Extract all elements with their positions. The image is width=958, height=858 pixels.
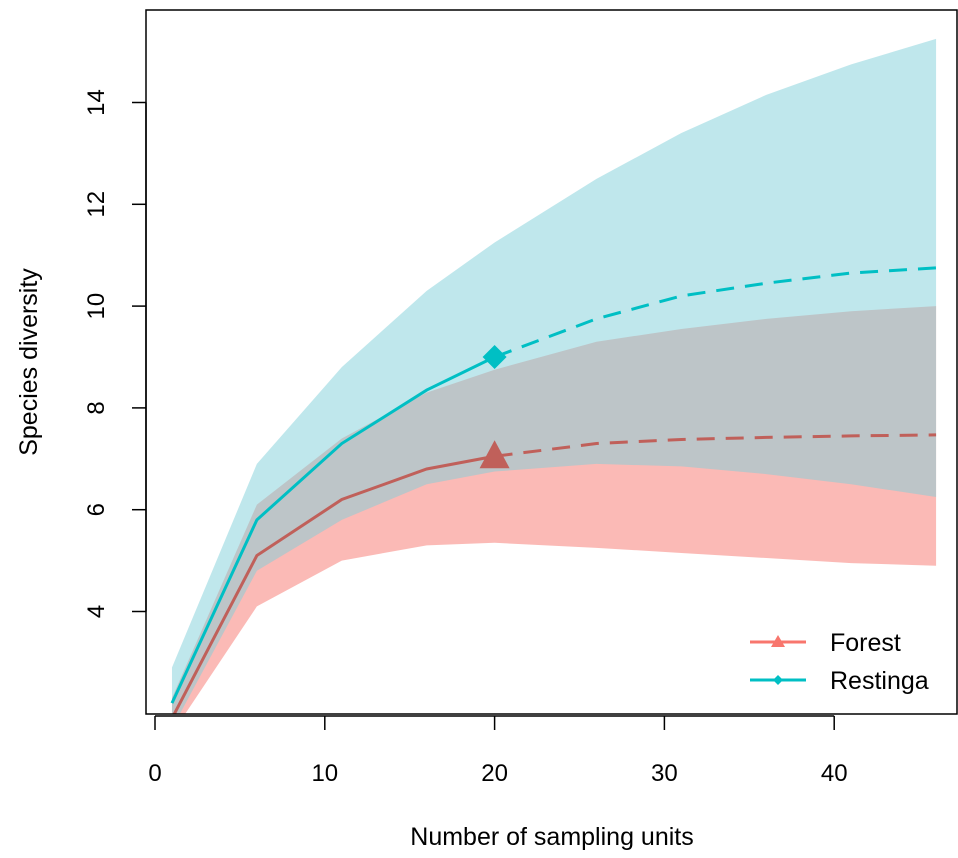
y-tick-label: 14 (83, 89, 110, 116)
y-tick-label: 4 (83, 605, 110, 618)
restinga-line-extrapolated (494, 266, 937, 359)
x-tick-label: 20 (481, 760, 508, 787)
restinga-legend-marker (773, 675, 783, 685)
forest-observed-marker (479, 440, 510, 469)
x-tick-label: 0 (148, 760, 161, 787)
x-tick-label: 10 (311, 760, 338, 787)
series-markers (479, 345, 510, 469)
confidence-bands (171, 38, 937, 714)
forest-legend-label: Forest (830, 629, 901, 657)
restinga-line-interpolated (170, 355, 496, 704)
x-axis-label: Number of sampling units (410, 823, 693, 851)
series-lines (170, 266, 937, 714)
restinga-band (171, 38, 937, 714)
x-tick-label: 30 (651, 760, 678, 787)
y-tick-label: 10 (83, 293, 110, 320)
y-tick-label: 8 (83, 401, 110, 414)
y-axis: 4 6 8 10 12 14 (83, 89, 147, 618)
x-tick-label: 40 (821, 760, 848, 787)
legend: Forest Restinga (750, 629, 929, 695)
x-axis: 0 10 20 30 40 (148, 715, 848, 787)
y-tick-label: 12 (83, 191, 110, 218)
y-tick-label: 6 (83, 503, 110, 516)
y-axis-label: Species diversity (15, 268, 43, 456)
restinga-legend-label: Restinga (830, 667, 929, 695)
forest-line-interpolated (172, 454, 495, 714)
forest-legend-marker (771, 635, 785, 647)
restinga-observed-marker (482, 345, 507, 369)
